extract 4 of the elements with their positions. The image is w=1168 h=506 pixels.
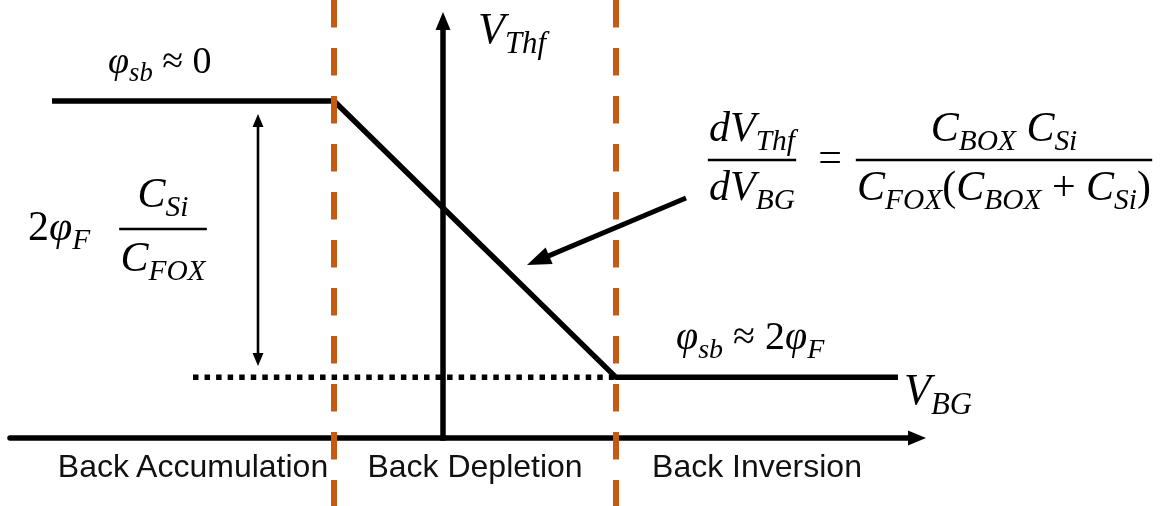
x-tick-label: Back Depletion [367,448,583,484]
annotation: = [818,134,842,180]
x-tick-label: Back Accumulation [57,448,329,484]
x-tick-label: Back Inversion [652,448,862,484]
